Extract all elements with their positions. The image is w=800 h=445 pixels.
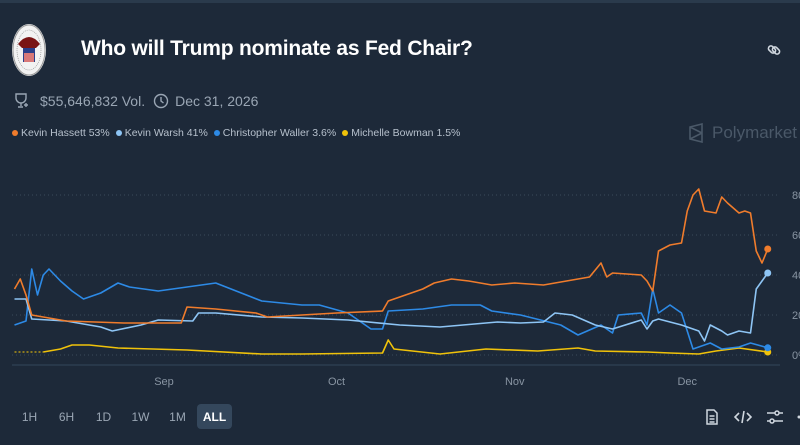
- more-icon[interactable]: [796, 408, 800, 426]
- legend-dot: [115, 130, 122, 136]
- legend-value: 41%: [186, 127, 208, 139]
- market-meta: $55,646,832 Vol. Dec 31, 2026: [12, 92, 264, 110]
- chart-legend: Kevin Hassett 53% Kevin Warsh 41% Christop…: [12, 127, 466, 139]
- range-button-1m[interactable]: 1M: [169, 409, 186, 424]
- time-range-selector: 1H 6H 1D 1W 1M ALL: [12, 404, 234, 429]
- y-tick-label: 80%: [792, 190, 800, 202]
- document-icon[interactable]: [703, 408, 721, 426]
- trophy-icon: [15, 93, 28, 108]
- x-tick-label: Oct: [328, 376, 345, 388]
- range-button-1h[interactable]: 1H: [21, 409, 38, 424]
- code-icon[interactable]: [733, 408, 753, 426]
- legend-dot: [213, 130, 220, 136]
- x-tick-label: Nov: [505, 376, 525, 388]
- y-tick-label: 20%: [792, 310, 800, 322]
- federal-reserve-seal-logo: [12, 24, 46, 76]
- y-tick-label: 0%: [792, 350, 800, 362]
- legend-name: Kevin Hassett: [21, 127, 86, 139]
- legend-name: Kevin Warsh: [124, 127, 184, 139]
- page-title: Who will Trump nominate as Fed Chair?: [81, 37, 473, 60]
- series-line-christopher-waller: [14, 268, 768, 350]
- series-endpoint-kevin-warsh: [764, 269, 772, 277]
- volume: $55,646,832 Vol.: [40, 93, 146, 109]
- legend-value: 1.5%: [436, 127, 461, 139]
- y-tick-label: 40%: [792, 270, 800, 282]
- range-button-1d[interactable]: 1D: [95, 409, 112, 424]
- legend-dot: [342, 130, 349, 136]
- clock-icon: [153, 93, 169, 109]
- sliders-icon[interactable]: [766, 408, 784, 426]
- legend-item: Kevin Hassett 53%: [12, 127, 110, 139]
- end-date: Dec 31, 2026: [175, 93, 259, 109]
- series-endpoint-christopher-waller: [764, 344, 772, 352]
- legend-item: Christopher Waller 3.6%: [213, 127, 337, 139]
- polymarket-watermark: Polymarket: [688, 123, 797, 143]
- polymarket-logo-icon: [689, 123, 703, 143]
- series-endpoint-kevin-hassett: [764, 245, 772, 253]
- legend-name: Christopher Waller: [222, 127, 310, 139]
- x-tick-label: Dec: [677, 376, 697, 388]
- range-button-6h[interactable]: 6H: [58, 409, 75, 424]
- series-line-kevin-hassett: [13, 188, 769, 324]
- legend-item: Kevin Warsh 41%: [115, 127, 208, 139]
- series-line-michelle-bowman: [43, 339, 768, 355]
- series-line-kevin-warsh: [14, 272, 769, 342]
- legend-value: 53%: [88, 127, 110, 139]
- link-icon[interactable]: [765, 41, 783, 59]
- top-border: [0, 0, 800, 3]
- y-tick-label: 60%: [792, 230, 800, 242]
- range-button-all[interactable]: ALL: [197, 404, 232, 429]
- legend-dot: [12, 130, 18, 136]
- legend-value: 3.6%: [312, 127, 337, 139]
- x-tick-label: Sep: [154, 376, 174, 388]
- range-button-1w[interactable]: 1W: [131, 409, 150, 424]
- price-history-chart: 0% 20% 40% 60% 80% Sep Oct Nov Dec: [12, 188, 800, 388]
- legend-name: Michelle Bowman: [351, 127, 434, 139]
- legend-item: Michelle Bowman 1.5%: [342, 127, 460, 139]
